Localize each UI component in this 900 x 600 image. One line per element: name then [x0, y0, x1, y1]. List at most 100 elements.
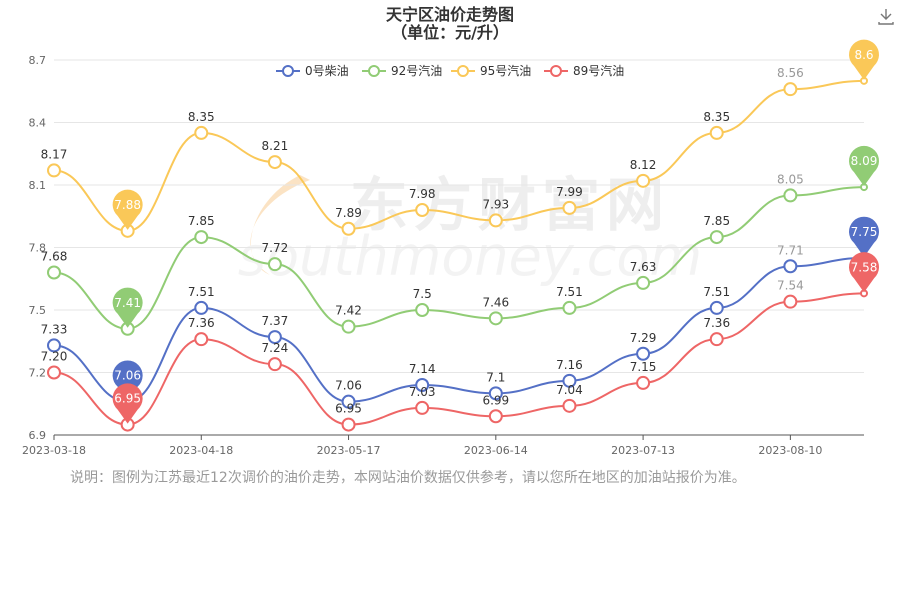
data-point[interactable]: [194, 125, 209, 140]
marker-pin-shape: [849, 39, 880, 80]
data-point[interactable]: [488, 409, 503, 424]
data-point[interactable]: [783, 259, 798, 274]
marker-pin-shape: [112, 383, 143, 424]
data-point[interactable]: [636, 346, 651, 361]
data-label: 7.89: [335, 206, 362, 220]
data-point[interactable]: [636, 375, 651, 390]
data-point[interactable]: [194, 230, 209, 245]
data-point[interactable]: [709, 332, 724, 347]
data-point[interactable]: [267, 357, 282, 372]
data-label: 7.04: [556, 383, 583, 397]
data-point[interactable]: [636, 173, 651, 188]
data-label: 7.24: [262, 341, 289, 355]
data-point[interactable]: [415, 203, 430, 217]
data-point[interactable]: [488, 386, 503, 401]
data-label: 7.51: [556, 285, 583, 299]
data-label: 7.1: [486, 370, 505, 384]
x-tick-label: 2023-03-18: [22, 444, 86, 457]
marker-pin-shape: [112, 287, 143, 328]
x-tick-label: 2023-05-17: [317, 444, 381, 457]
legend[interactable]: 0号柴油 92号汽油 95号汽油 89号汽油: [276, 63, 624, 78]
data-point[interactable]: [47, 163, 61, 178]
data-point[interactable]: [47, 365, 61, 380]
data-label: 7.36: [703, 316, 730, 330]
data-label: 7.29: [630, 331, 657, 345]
legend-item[interactable]: 89号汽油: [544, 63, 624, 78]
data-point[interactable]: [267, 330, 282, 345]
data-label: 8.12: [630, 158, 657, 172]
marker-pin-label: 7.75: [851, 225, 878, 239]
axes: 6.9 7.2 7.5 7.8 8.1 8.4 8.7 2023-03-18 2023-04-1…: [22, 54, 864, 457]
data-label: 7.51: [188, 285, 215, 299]
data-point[interactable]: [488, 311, 503, 326]
legend-marker: [368, 65, 380, 77]
chart-subtitle: （单位：元/升）: [391, 23, 509, 42]
y-tick-label: 8.4: [29, 117, 47, 130]
data-label: 7.14: [409, 362, 436, 376]
data-point[interactable]: [783, 294, 798, 309]
data-point[interactable]: [415, 303, 430, 317]
data-point[interactable]: [267, 155, 282, 170]
data-point[interactable]: [341, 394, 356, 409]
data-label: 8.21: [262, 139, 289, 153]
data-label: 7.54: [777, 279, 804, 293]
y-tick-label: 7.8: [29, 242, 47, 255]
data-point[interactable]: [709, 230, 724, 245]
legend-item[interactable]: 95号汽油: [451, 63, 531, 78]
marker-pin-label: 7.06: [114, 369, 141, 383]
data-point[interactable]: [47, 338, 61, 353]
data-point[interactable]: [783, 188, 798, 203]
x-tick-label: 2023-08-10: [758, 444, 822, 457]
data-point[interactable]: [562, 200, 577, 215]
marker-pin: 7.58: [849, 252, 880, 293]
data-label: 7.72: [262, 241, 289, 255]
y-tick-label: 7.2: [29, 367, 47, 380]
data-point[interactable]: [194, 300, 209, 315]
data-point[interactable]: [194, 332, 209, 347]
data-point[interactable]: [415, 400, 430, 415]
data-point[interactable]: [267, 257, 282, 272]
series-group: 7.337.517.377.067.147.17.167.297.517.717…: [41, 39, 880, 432]
marker-pin-label: 8.09: [851, 154, 878, 168]
x-tick-label: 2023-06-14: [464, 444, 528, 457]
y-tick-label: 7.5: [29, 304, 47, 317]
data-point[interactable]: [709, 300, 724, 315]
watermark-swoosh: [250, 175, 310, 275]
legend-marker: [282, 65, 294, 77]
data-label: 7.15: [630, 360, 657, 374]
data-point[interactable]: [341, 417, 356, 432]
download-icon[interactable]: [878, 9, 894, 25]
series-line: [53, 292, 865, 426]
data-label: 8.17: [41, 147, 68, 161]
data-point[interactable]: [562, 300, 577, 315]
series-1: 7.68 7.85 7.72 7.42 7.5 7.46 7.51 7.63 7.85 8.05 7…: [41, 145, 880, 336]
data-label: 7.03: [409, 385, 436, 399]
marker-pin: 8.6: [849, 39, 880, 80]
data-point[interactable]: [415, 378, 430, 392]
data-point[interactable]: [341, 221, 356, 236]
data-point[interactable]: [709, 125, 724, 140]
data-label: 7.98: [409, 187, 436, 201]
data-label: 6.95: [335, 402, 362, 416]
data-label: 8.35: [188, 110, 215, 124]
data-label: 7.63: [630, 260, 657, 274]
marker-pin-label: 8.6: [854, 48, 873, 62]
data-label: 7.99: [556, 185, 583, 199]
data-point[interactable]: [562, 398, 577, 413]
data-point[interactable]: [47, 265, 61, 280]
data-point[interactable]: [562, 373, 577, 388]
data-point[interactable]: [636, 275, 651, 290]
data-point[interactable]: [341, 319, 356, 334]
marker-pin-shape: [849, 216, 880, 257]
data-point[interactable]: [783, 82, 798, 97]
legend-item[interactable]: 0号柴油: [276, 64, 349, 78]
data-label: 7.93: [482, 197, 509, 211]
marker-pin: 6.95: [112, 383, 143, 424]
marker-pin-shape: [112, 360, 143, 401]
legend-item[interactable]: 92号汽油: [362, 63, 442, 78]
marker-pin: 7.06: [112, 360, 143, 401]
series-3: 7.20 7.36 7.24 6.95 7.03 6.99 7.04 7.15 7.36 7.54…: [41, 252, 880, 432]
data-point[interactable]: [488, 213, 503, 228]
data-label: 6.99: [482, 393, 509, 407]
